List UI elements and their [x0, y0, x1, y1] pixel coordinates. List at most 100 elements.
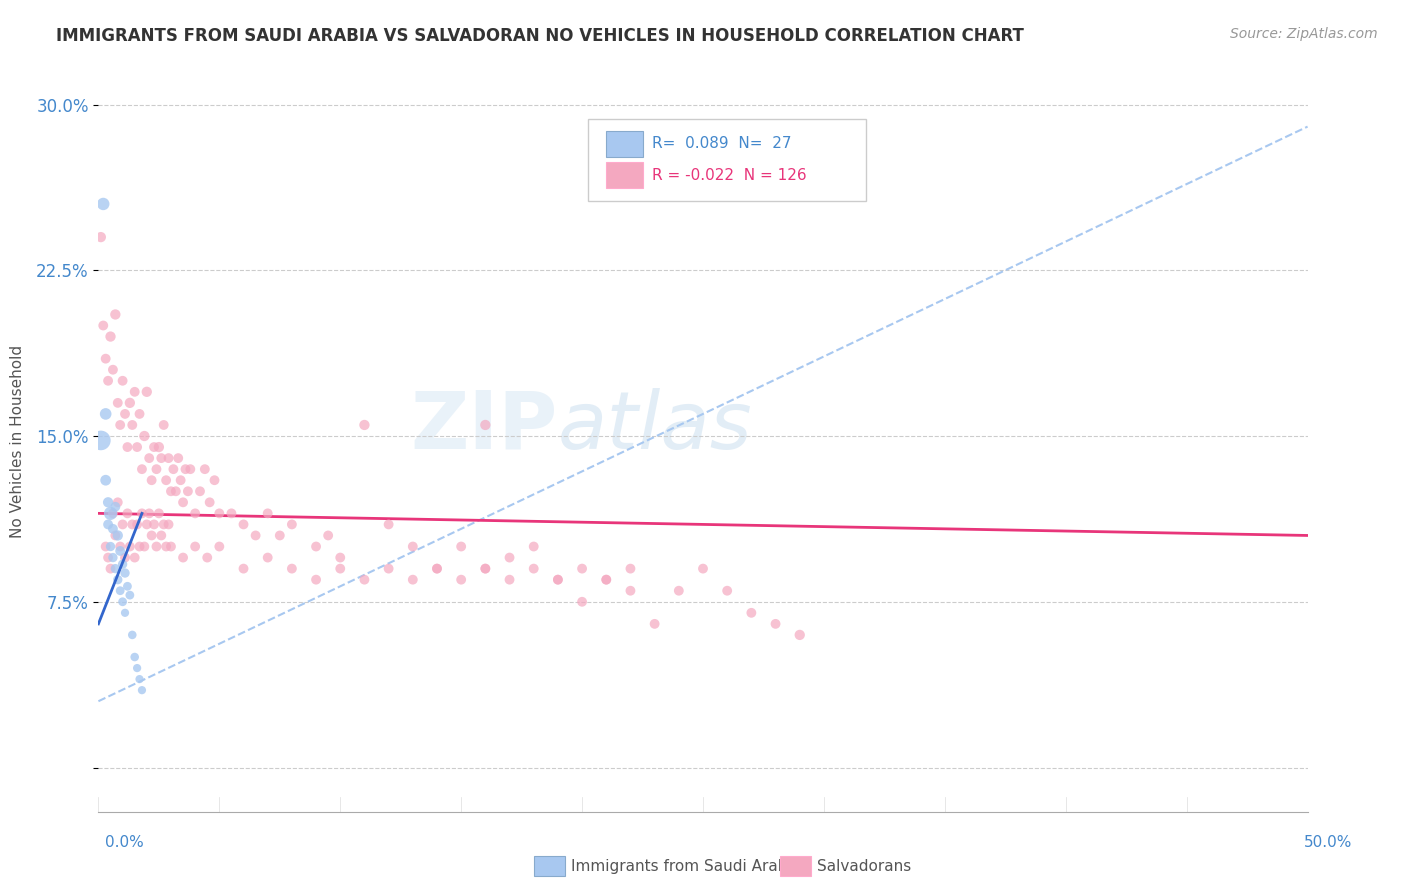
Point	[152, 417, 174, 432]
Point	[571, 595, 593, 609]
Y-axis label: No Vehicles in Household: No Vehicles in Household	[10, 345, 25, 538]
Point	[100, 329, 122, 343]
Point	[121, 517, 143, 532]
Point	[148, 507, 170, 521]
Point	[101, 362, 124, 376]
Point	[104, 500, 127, 514]
Point	[108, 544, 131, 558]
Point	[107, 396, 129, 410]
Point	[329, 550, 352, 565]
Point	[498, 573, 520, 587]
Point	[184, 540, 207, 554]
Point	[131, 462, 153, 476]
Point	[141, 528, 163, 542]
Point	[644, 616, 666, 631]
Point	[195, 550, 218, 565]
Point	[94, 473, 117, 487]
Point	[135, 384, 157, 399]
Point	[127, 440, 149, 454]
Point	[256, 507, 278, 521]
Point	[111, 595, 134, 609]
Point	[157, 517, 180, 532]
Point	[114, 566, 136, 580]
Point	[118, 588, 141, 602]
Point	[426, 561, 449, 575]
Point	[221, 507, 243, 521]
Point	[104, 308, 127, 322]
Point	[789, 628, 811, 642]
Point	[121, 628, 143, 642]
Point	[100, 561, 122, 575]
Text: Immigrants from Saudi Arabia: Immigrants from Saudi Arabia	[571, 859, 801, 873]
Point	[269, 528, 291, 542]
Point	[134, 429, 156, 443]
Point	[692, 561, 714, 575]
Point	[172, 495, 194, 509]
Point	[91, 197, 114, 211]
Point	[523, 540, 546, 554]
Point	[160, 540, 183, 554]
Point	[138, 507, 160, 521]
Point	[155, 540, 177, 554]
Point	[402, 540, 425, 554]
Point	[135, 517, 157, 532]
Point	[124, 650, 146, 665]
Point	[117, 440, 139, 454]
Point	[134, 540, 156, 554]
Point	[143, 440, 166, 454]
Point	[90, 230, 112, 244]
Point	[305, 573, 328, 587]
Point	[281, 561, 304, 575]
Point	[160, 484, 183, 499]
Point	[232, 517, 254, 532]
Point	[145, 462, 167, 476]
Bar	[606, 162, 643, 188]
Point	[174, 462, 197, 476]
Point	[208, 540, 231, 554]
Point	[114, 550, 136, 565]
Point	[104, 528, 127, 542]
Point	[128, 540, 150, 554]
Point	[198, 495, 221, 509]
Point	[157, 451, 180, 466]
Point	[194, 462, 217, 476]
FancyBboxPatch shape	[588, 120, 866, 201]
Point	[94, 407, 117, 421]
Bar	[606, 130, 643, 156]
Point	[108, 417, 131, 432]
Point	[124, 384, 146, 399]
Point	[619, 583, 641, 598]
Point	[97, 374, 120, 388]
Point	[426, 561, 449, 575]
Point	[474, 561, 496, 575]
Point	[184, 507, 207, 521]
Point	[118, 396, 141, 410]
Point	[177, 484, 200, 499]
Point	[107, 573, 129, 587]
Point	[256, 550, 278, 565]
Point	[179, 462, 201, 476]
Point	[117, 579, 139, 593]
Point	[128, 672, 150, 686]
Point	[167, 451, 190, 466]
Point	[402, 573, 425, 587]
Point	[131, 507, 153, 521]
Point	[100, 507, 122, 521]
Point	[114, 407, 136, 421]
Point	[104, 561, 127, 575]
Point	[595, 573, 617, 587]
Point	[474, 561, 496, 575]
Point	[571, 561, 593, 575]
Text: Source: ZipAtlas.com: Source: ZipAtlas.com	[1230, 27, 1378, 41]
Point	[101, 550, 124, 565]
Point	[668, 583, 690, 598]
Point	[353, 417, 375, 432]
Point	[165, 484, 187, 499]
Point	[547, 573, 569, 587]
Point	[150, 528, 173, 542]
Point	[232, 561, 254, 575]
Point	[547, 573, 569, 587]
Point	[107, 495, 129, 509]
Text: R=  0.089  N=  27: R= 0.089 N= 27	[652, 136, 792, 151]
Point	[595, 573, 617, 587]
